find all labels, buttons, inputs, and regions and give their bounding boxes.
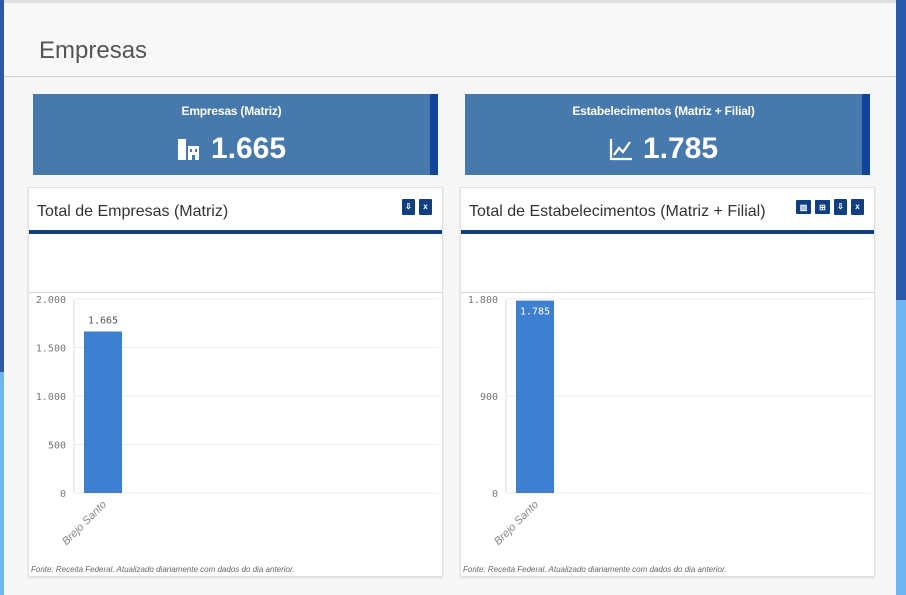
top-bar [0,0,906,3]
table-view-icon[interactable]: ⊞ [815,200,830,214]
kpi-label: Empresas (Matriz) [181,104,282,118]
right-scrollbar-track[interactable] [896,0,906,300]
page-title: Empresas [39,37,148,64]
y-tick-label: 0 [60,489,66,500]
panel-header: Total de Estabelecimentos (Matriz + Fili… [461,188,874,234]
bar-chart-estabelecimentos: 0 900 1.800 1.785 Brejo Santo [468,295,871,548]
chart-area: 0 900 1.800 1.785 Brejo Santo [461,292,874,562]
y-tick-label: 1.800 [468,295,498,306]
y-tick-label: 2.000 [36,295,66,306]
bar [516,300,554,493]
excel-export-icon[interactable]: x [419,199,432,215]
data-label: 1.665 [88,315,118,326]
left-edge-accent-light [0,372,4,595]
y-tick-label: 900 [480,392,498,403]
bar-chart-empresas: 0 500 1.000 1.500 2.000 1.665 Brejo Santo [36,295,439,548]
kpi-card-empresas: Empresas (Matriz) 1.665 [33,94,438,175]
panel-toolbar: ▥ ⊞ ⇩ x [796,199,864,215]
excel-export-icon[interactable]: x [851,199,864,215]
chart-area: 0 500 1.000 1.500 2.000 1.665 Brejo Santo [29,292,442,562]
kpi-value: 1.785 [642,132,719,165]
y-tick-label: 500 [48,441,66,452]
pdf-export-icon[interactable]: ⇩ [402,199,415,215]
panel-title: Total de Empresas (Matriz) [37,203,229,220]
pdf-export-icon[interactable]: ⇩ [834,199,847,215]
line-chart-icon [609,139,632,161]
source-footnote: Fonte: Receita Federal. Atualizado diari… [31,565,295,574]
chart-panel-estabelecimentos: Total de Estabelecimentos (Matriz + Fili… [460,187,875,577]
main-content: Empresas Empresas (Matriz) 1.665 Estabel… [4,3,896,595]
kpi-label: Estabelecimentos (Matriz + Filial) [572,104,755,118]
data-label: 1.785 [520,307,550,318]
bar [84,331,122,493]
page-header: Empresas [4,3,896,77]
kpi-value: 1.665 [210,132,287,165]
panel-header: Total de Empresas (Matriz) ⇩ x [29,188,442,234]
building-icon [177,139,199,160]
y-tick-label: 1.500 [36,344,66,355]
panel-toolbar: ⇩ x [402,199,432,215]
bar-chart-icon[interactable]: ▥ [796,200,811,214]
source-footnote: Fonte: Receita Federal. Atualizado diari… [463,565,727,574]
y-tick-label: 1.000 [36,392,66,403]
left-edge-accent [0,0,4,372]
panel-title: Total de Estabelecimentos (Matriz + Fili… [469,203,766,220]
kpi-card-estabelecimentos: Estabelecimentos (Matriz + Filial) 1.785 [465,94,870,175]
right-scrollbar-lower[interactable] [896,300,906,595]
y-tick-label: 0 [492,489,498,500]
x-tick-label: Brejo Santo [60,499,109,548]
chart-panel-empresas: Total de Empresas (Matriz) ⇩ x 0 500 1.000… [28,187,443,577]
x-tick-label: Brejo Santo [492,499,541,548]
